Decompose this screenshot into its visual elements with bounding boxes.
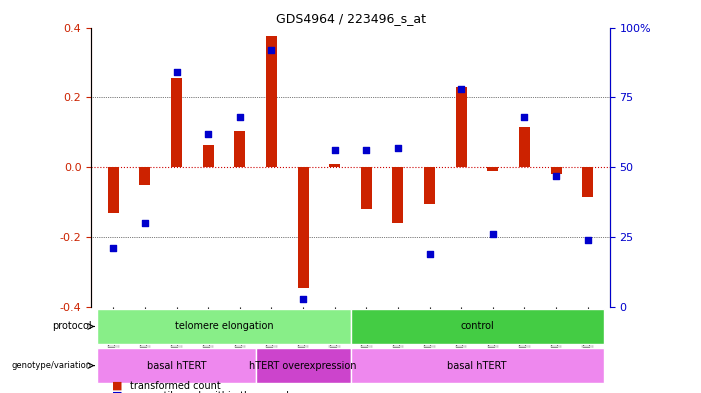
Bar (583, 167, 593, 197)
Text: GSM1019109: GSM1019109 (583, 311, 592, 362)
Point (234, 114, 245, 120)
Point (139, 220, 151, 226)
Text: hTERT overexpression: hTERT overexpression (250, 361, 357, 371)
Title: GDS4964 / 223496_s_at: GDS4964 / 223496_s_at (275, 12, 426, 25)
Text: GSM1019111: GSM1019111 (140, 311, 149, 362)
Point (171, 69, 182, 75)
Point (519, 114, 530, 120)
Text: GSM1019102: GSM1019102 (236, 311, 244, 362)
Text: ■: ■ (112, 391, 123, 393)
Text: GSM1019105: GSM1019105 (330, 311, 339, 362)
FancyBboxPatch shape (256, 348, 350, 383)
Bar (297, 167, 308, 288)
Text: ■: ■ (112, 381, 123, 391)
Text: basal hTERT: basal hTERT (147, 361, 206, 371)
Point (297, 296, 308, 302)
Text: telomere elongation: telomere elongation (175, 321, 273, 331)
Point (582, 237, 593, 243)
Bar (329, 164, 340, 167)
Bar (139, 167, 151, 185)
Point (393, 145, 404, 151)
FancyBboxPatch shape (97, 348, 256, 383)
Bar (203, 145, 214, 167)
Bar (361, 167, 372, 209)
Text: GSM1019103: GSM1019103 (267, 311, 276, 362)
Bar (108, 167, 118, 213)
Bar (550, 167, 562, 174)
Text: GSM1019107: GSM1019107 (520, 311, 529, 362)
Text: GSM1019110: GSM1019110 (109, 311, 118, 362)
Text: protocol: protocol (52, 321, 91, 331)
Bar (234, 130, 245, 167)
Text: GSM1019106: GSM1019106 (489, 311, 497, 362)
Text: GSM1019098: GSM1019098 (362, 311, 371, 362)
Point (266, 47, 277, 53)
Text: GSM1019099: GSM1019099 (393, 311, 402, 362)
Text: control: control (460, 321, 494, 331)
Point (424, 251, 435, 257)
Text: GSM1019108: GSM1019108 (552, 311, 561, 362)
Point (361, 147, 372, 154)
Bar (171, 78, 182, 167)
Bar (266, 36, 277, 167)
Text: GSM1019104: GSM1019104 (299, 311, 308, 362)
Text: genotype/variation: genotype/variation (11, 361, 91, 370)
Text: percentile rank within the sample: percentile rank within the sample (130, 391, 294, 393)
Point (487, 231, 498, 237)
Bar (456, 87, 467, 167)
Text: basal hTERT: basal hTERT (447, 361, 507, 371)
Point (203, 130, 214, 137)
Point (456, 86, 467, 92)
Text: GSM1019113: GSM1019113 (204, 311, 212, 362)
Text: GSM1019101: GSM1019101 (457, 311, 465, 362)
Text: GSM1019100: GSM1019100 (425, 311, 434, 362)
Point (108, 245, 119, 252)
FancyBboxPatch shape (97, 309, 350, 344)
Text: GSM1019112: GSM1019112 (172, 311, 181, 362)
Bar (393, 167, 404, 223)
Bar (487, 167, 498, 171)
Bar (424, 167, 435, 204)
FancyBboxPatch shape (350, 348, 604, 383)
Point (329, 147, 340, 154)
FancyBboxPatch shape (350, 309, 604, 344)
Text: transformed count: transformed count (130, 381, 220, 391)
Point (550, 173, 562, 179)
Bar (519, 127, 530, 167)
